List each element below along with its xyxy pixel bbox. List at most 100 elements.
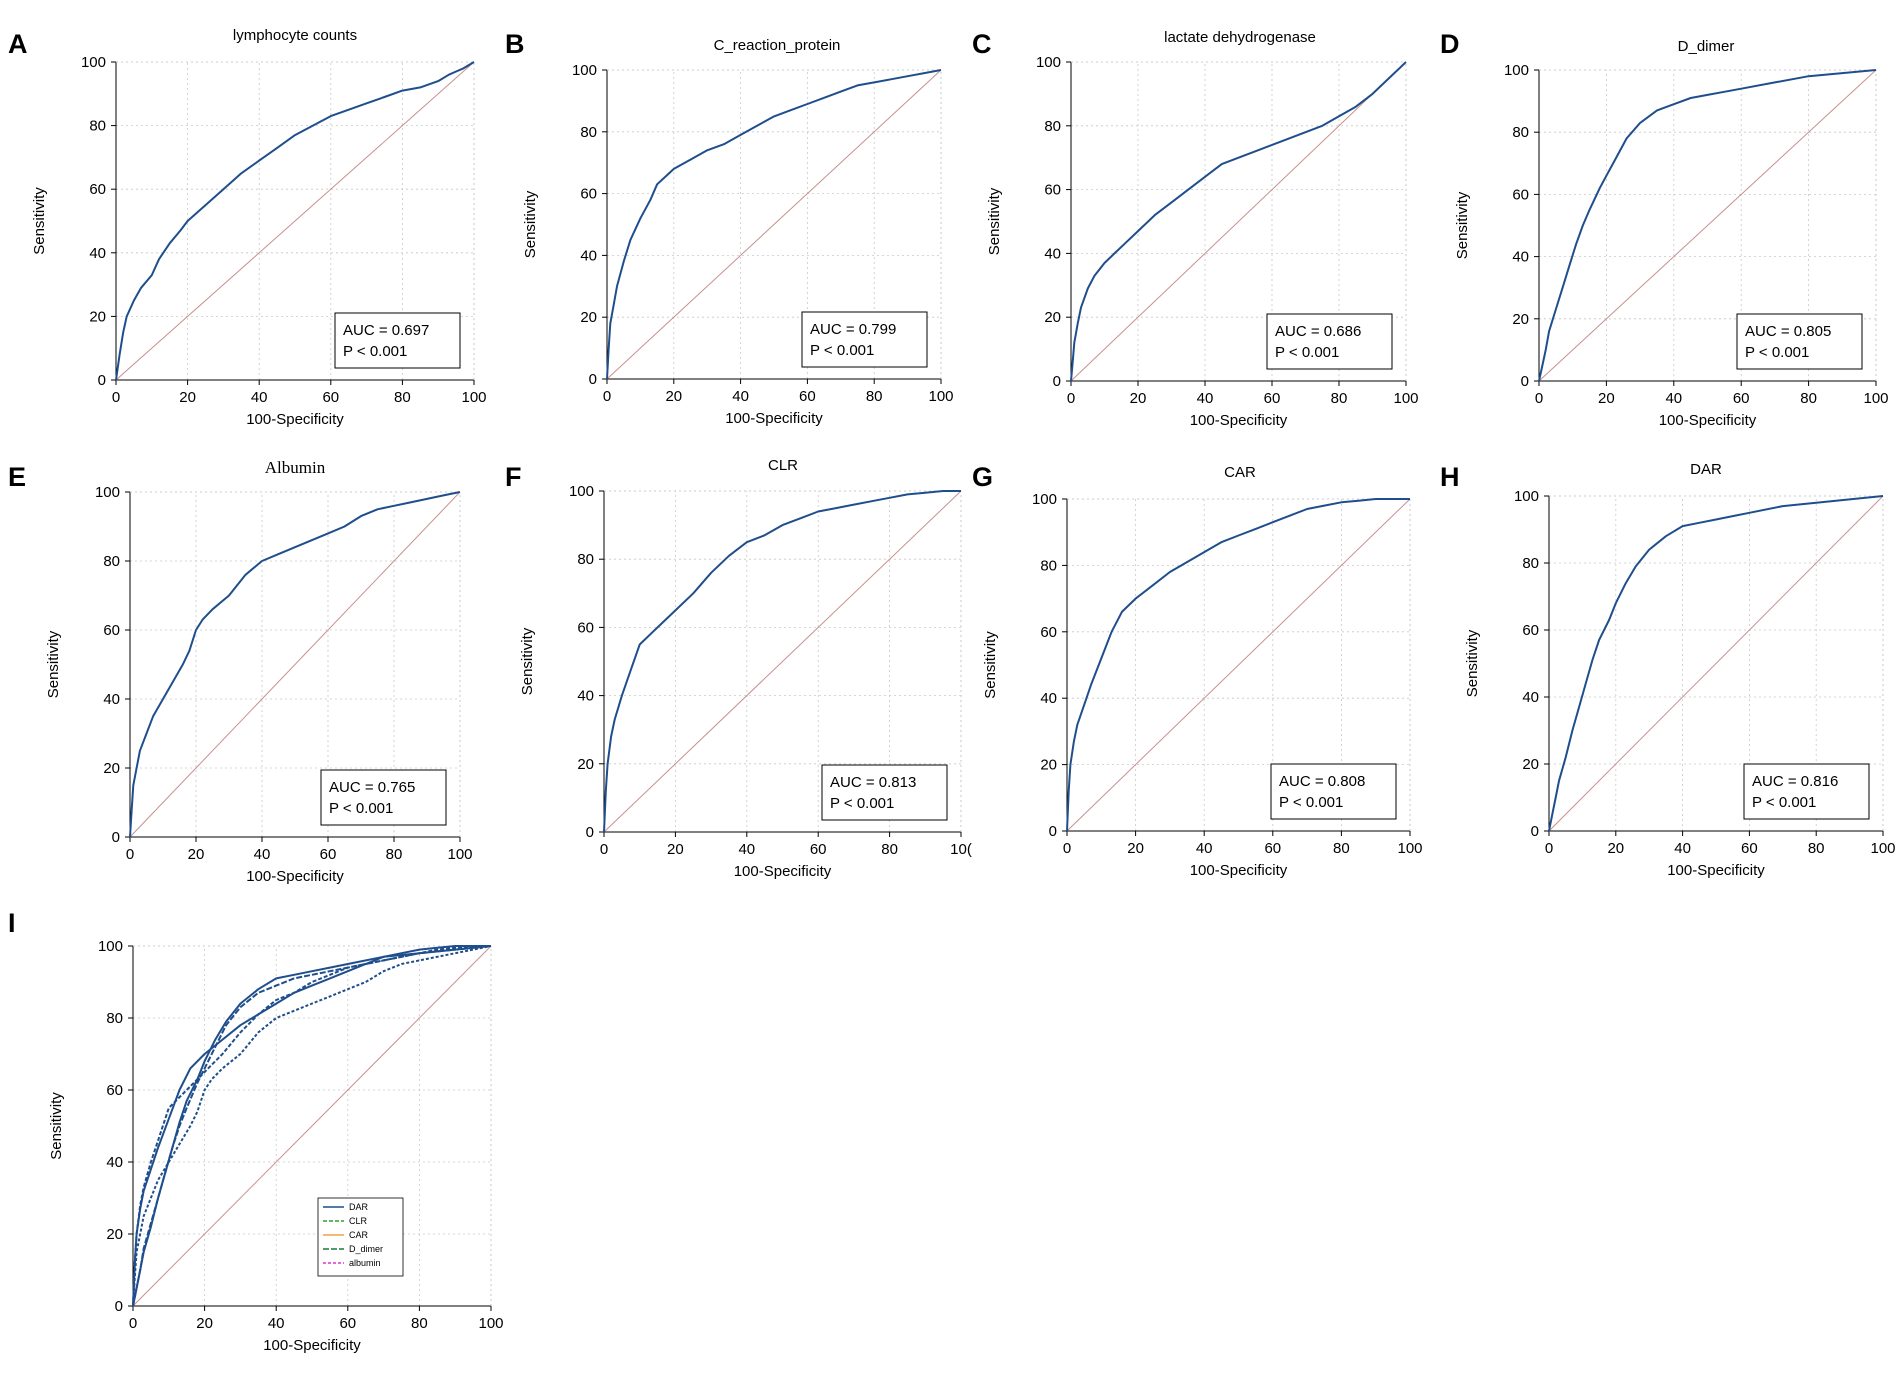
x-tick-label: 100: [461, 389, 486, 406]
x-tick-label: 0: [600, 841, 608, 858]
panel-f: F CLR 0 20 40 60 80 10(0 20 40 60 80 100 100-Specific…: [505, 457, 972, 880]
y-tick-label: 40: [103, 691, 120, 708]
y-tick-label: 0: [1049, 823, 1057, 840]
y-tick-label: 100: [572, 62, 597, 79]
legend-label: albumin: [349, 1258, 381, 1268]
reference-diagonal: [1538, 69, 1877, 382]
roc-curve: [115, 61, 475, 381]
x-tick-label: 0: [1545, 840, 1553, 857]
auc-box: [320, 769, 447, 826]
x-tick-label: 100: [1863, 390, 1888, 407]
p-value: P < 0.001: [1275, 344, 1339, 361]
x-tick-label: 20: [665, 388, 682, 405]
y-tick-label: 60: [1040, 624, 1057, 641]
y-tick-label: 100: [1032, 491, 1057, 508]
y-tick-label: 40: [577, 688, 594, 705]
x-tick-label: 80: [1808, 840, 1825, 857]
auc-value: AUC = 0.816: [1752, 773, 1838, 790]
y-tick-label: 80: [1044, 118, 1061, 135]
y-tick-label: 0: [1531, 823, 1539, 840]
x-axis-label: 100-Specificity: [263, 1337, 361, 1354]
y-tick-label: 40: [1040, 690, 1057, 707]
chart-title: Albumin: [265, 458, 326, 477]
x-tick-label: 10(: [950, 841, 972, 858]
y-tick-label: 80: [89, 118, 106, 135]
y-tick-label: 80: [1512, 124, 1529, 141]
panel-letter: I: [8, 908, 16, 938]
y-tick-label: 20: [577, 756, 594, 773]
roc-curve: [603, 490, 961, 833]
y-axis-label: Sensitivity: [986, 187, 1003, 255]
roc-curve: [132, 945, 492, 1307]
x-tick-label: 80: [866, 388, 883, 405]
roc-curve: [132, 945, 491, 1307]
panel-e: E Albumin 0 20 40 60 80 100 0 20 40 60 80 100 100-Spec…: [8, 458, 473, 885]
x-tick-label: 20: [1130, 390, 1147, 407]
x-tick-label: 40: [251, 389, 268, 406]
reference-diagonal: [1548, 495, 1884, 832]
chart-title: C_reaction_protein: [714, 37, 841, 54]
y-tick-label: 100: [1514, 488, 1539, 505]
y-tick-label: 100: [1504, 62, 1529, 79]
p-value: P < 0.001: [1279, 794, 1343, 811]
x-axis-label: 100-Specificity: [1667, 862, 1765, 879]
y-tick-label: 40: [1522, 689, 1539, 706]
reference-diagonal: [132, 945, 492, 1307]
chart-title: CAR: [1224, 464, 1256, 481]
x-tick-label: 20: [667, 841, 684, 858]
x-axis-label: 100-Specificity: [246, 411, 344, 428]
roc-curve: [129, 491, 461, 838]
chart-title: lymphocyte counts: [233, 27, 357, 44]
panel-letter: H: [1440, 462, 1460, 492]
reference-diagonal: [1070, 61, 1407, 382]
x-tick-label: 20: [179, 389, 196, 406]
x-tick-label: 80: [1800, 390, 1817, 407]
roc-curve: [1538, 69, 1877, 382]
x-tick-label: 40: [1196, 840, 1213, 857]
x-tick-label: 40: [268, 1315, 285, 1332]
y-tick-label: 0: [1053, 373, 1061, 390]
y-tick-label: 20: [103, 760, 120, 777]
x-tick-label: 0: [1063, 840, 1071, 857]
x-tick-label: 40: [738, 841, 755, 858]
y-tick-label: 80: [1522, 555, 1539, 572]
x-tick-label: 0: [112, 389, 120, 406]
x-tick-label: 100: [1393, 390, 1418, 407]
x-tick-label: 60: [799, 388, 816, 405]
y-axis-label: Sensitivity: [1464, 629, 1481, 697]
x-tick-label: 60: [1733, 390, 1750, 407]
auc-box: [1270, 763, 1397, 820]
x-tick-label: 20: [1598, 390, 1615, 407]
auc-box: [801, 311, 928, 368]
x-tick-label: 60: [339, 1315, 356, 1332]
x-tick-label: 100: [1870, 840, 1895, 857]
panel-letter: C: [972, 29, 992, 59]
y-tick-label: 100: [98, 938, 123, 955]
x-tick-label: 40: [732, 388, 749, 405]
x-tick-label: 0: [129, 1315, 137, 1332]
x-tick-label: 20: [196, 1315, 213, 1332]
chart-title: lactate dehydrogenase: [1164, 29, 1316, 46]
x-tick-label: 80: [394, 389, 411, 406]
auc-value: AUC = 0.808: [1279, 773, 1365, 790]
panel-letter: D: [1440, 29, 1460, 59]
p-value: P < 0.001: [830, 795, 894, 812]
y-tick-label: 100: [1036, 54, 1061, 71]
panel-d: D D_dimer 0 20 40 60 80 100 0 20 40 60 80 100 100-Spec…: [1440, 29, 1889, 429]
auc-box: [334, 312, 461, 369]
y-tick-label: 0: [115, 1298, 123, 1315]
legend-label: DAR: [349, 1202, 369, 1212]
x-tick-label: 80: [1331, 390, 1348, 407]
y-tick-label: 60: [577, 619, 594, 636]
legend-label: D_dimer: [349, 1244, 383, 1254]
y-tick-label: 80: [580, 124, 597, 141]
x-tick-label: 40: [1197, 390, 1214, 407]
y-tick-label: 0: [586, 824, 594, 841]
y-tick-label: 20: [1522, 756, 1539, 773]
panel-letter: B: [505, 29, 525, 59]
legend: [317, 1197, 404, 1277]
roc-curve: [1070, 61, 1407, 382]
y-tick-label: 80: [103, 553, 120, 570]
